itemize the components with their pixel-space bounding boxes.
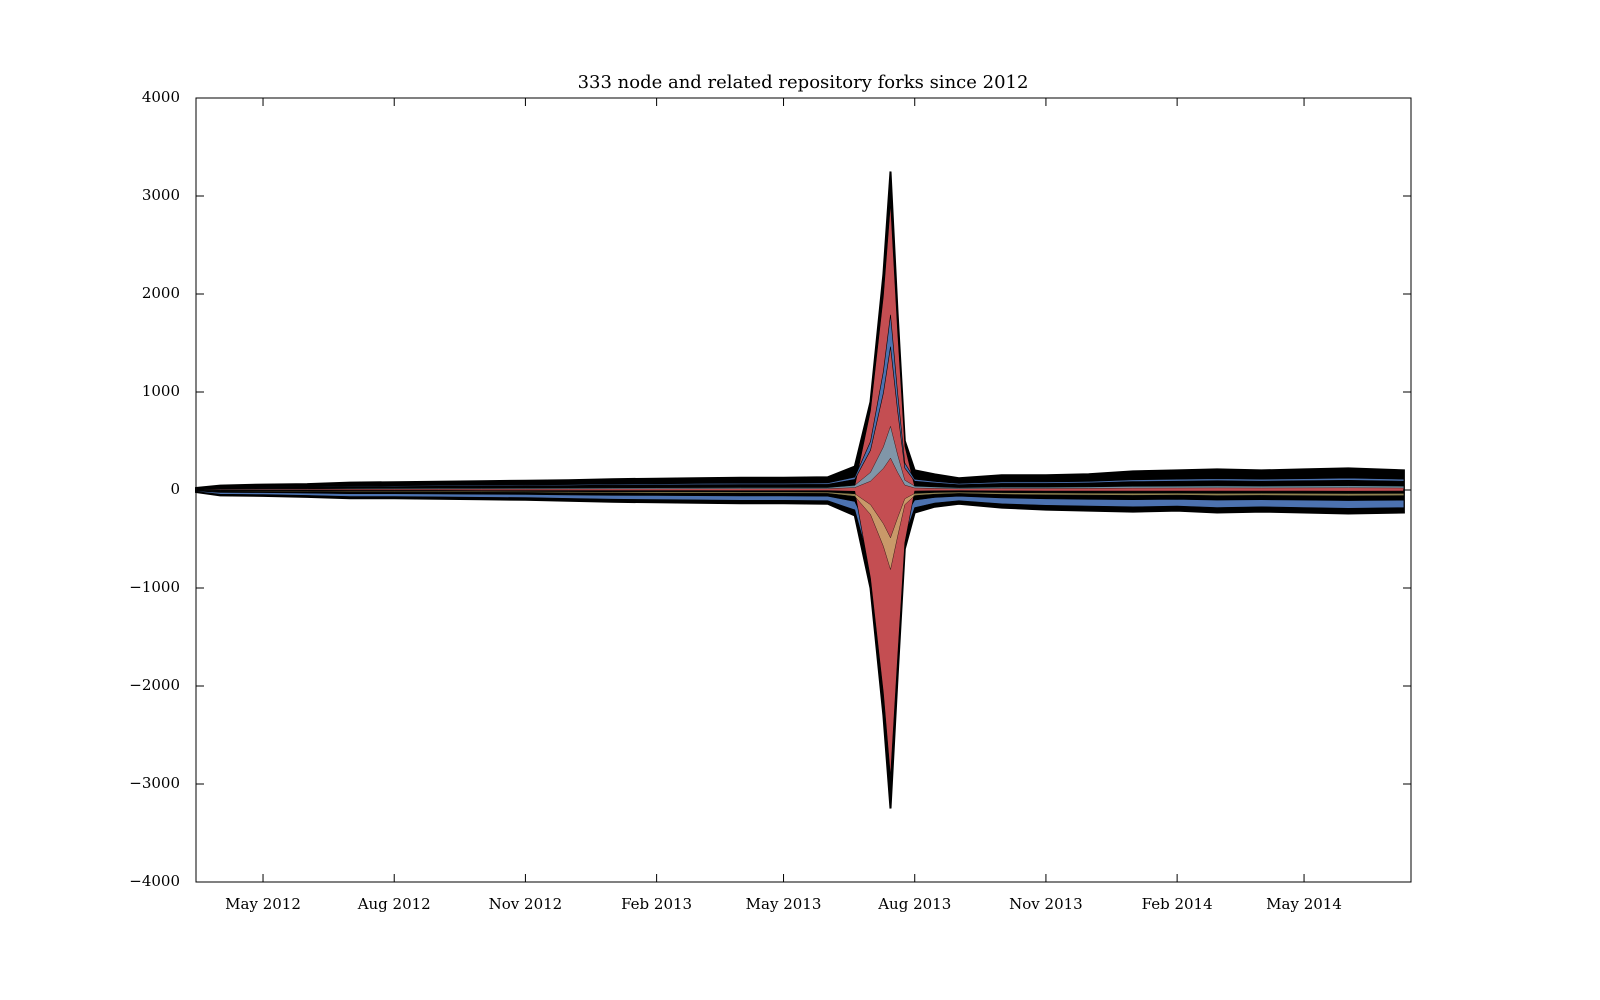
y-tick-label: 3000 <box>142 186 180 204</box>
x-tick-label: May 2013 <box>746 895 822 913</box>
x-tick-label: Nov 2013 <box>1009 895 1083 913</box>
x-tick-label: May 2012 <box>225 895 301 913</box>
y-tick-label: 4000 <box>142 88 180 106</box>
x-tick-label: Feb 2013 <box>621 895 692 913</box>
x-tick-label: Aug 2012 <box>357 895 431 913</box>
y-axis: 4000 3000 2000 1000 0 −1000 −2000 −3000 −4000 <box>129 88 1411 890</box>
y-tick-label: 1000 <box>142 382 180 400</box>
y-tick-label: −1000 <box>129 578 180 596</box>
series-cyan <box>195 425 1405 491</box>
y-tick-label: 2000 <box>142 284 180 302</box>
series-blue-upper <box>195 314 1405 490</box>
chart-title: 333 node and related repository forks si… <box>578 72 1029 93</box>
x-axis: May 2012 Aug 2012 Nov 2012 Feb 2013 May 2013… <box>225 98 1342 913</box>
x-tick-label: Nov 2012 <box>489 895 563 913</box>
x-tick-label: May 2014 <box>1266 895 1342 913</box>
series-blue <box>195 490 1405 739</box>
y-tick-label: 0 <box>170 480 180 498</box>
series-yellow <box>195 490 1405 571</box>
y-tick-label: −4000 <box>129 872 180 890</box>
x-tick-label: Feb 2014 <box>1142 895 1213 913</box>
y-tick-label: −3000 <box>129 774 180 792</box>
y-tick-label: −2000 <box>129 676 180 694</box>
series-red <box>195 203 1405 777</box>
stream-layers <box>195 171 1405 809</box>
x-tick-label: Aug 2013 <box>877 895 951 913</box>
